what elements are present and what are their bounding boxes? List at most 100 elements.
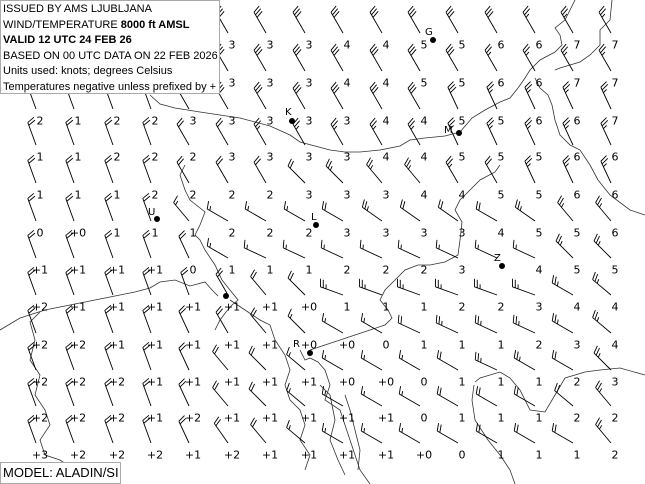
temperature-label: 3 <box>266 38 274 52</box>
temperature-label: 1 <box>535 448 543 462</box>
temperature-label: 4 <box>343 76 351 90</box>
wind-barb <box>27 341 37 371</box>
temperature-label: +1 <box>338 448 356 462</box>
temperature-label: +1 <box>300 375 318 389</box>
city-dot <box>223 293 229 299</box>
wind-barb <box>513 423 536 444</box>
temperature-label: 3 <box>228 114 236 128</box>
wind-barb <box>361 199 383 222</box>
city-label-r: R <box>293 339 300 350</box>
wind-barb <box>598 43 612 72</box>
wind-barb <box>512 239 536 259</box>
temperature-label: +1 <box>223 338 241 352</box>
temperature-label: +1 <box>223 375 241 389</box>
wind-barb <box>212 380 229 407</box>
italy-coast <box>0 279 219 331</box>
wind-barb <box>436 423 459 444</box>
wind-barb <box>215 305 229 334</box>
wind-barb <box>474 239 498 259</box>
wind-barb <box>180 266 190 296</box>
temperature-label: 7 <box>611 114 619 128</box>
temperature-label: 1 <box>497 448 505 462</box>
temperature-label: 1 <box>343 300 351 314</box>
wind-barb <box>27 116 37 146</box>
temperature-label: +1 <box>31 263 49 277</box>
wind-barb <box>557 195 574 222</box>
wind-barb <box>104 229 114 259</box>
hungary-border <box>534 77 645 216</box>
temperature-label: +0 <box>338 375 356 389</box>
wind-barb <box>513 350 536 371</box>
temperature-label: 3 <box>266 76 274 90</box>
wind-barb <box>554 382 574 407</box>
wind-barb <box>104 192 114 222</box>
temperature-label: 0 <box>420 411 428 425</box>
temperature-label: 1 <box>74 150 82 164</box>
temperature-label: +1 <box>377 448 395 462</box>
wind-barb <box>358 278 383 296</box>
temperature-label: +2 <box>223 448 241 462</box>
wind-barb <box>104 377 114 407</box>
wind-barb <box>484 43 498 72</box>
wind-barb <box>178 415 190 444</box>
temperature-label: 2 <box>458 300 466 314</box>
temperature-label: 5 <box>458 150 466 164</box>
temperature-label: +1 <box>338 411 356 425</box>
wind-barb <box>282 239 306 259</box>
city-label-k: K <box>285 107 292 118</box>
temperature-label: 6 <box>497 76 505 90</box>
wind-barb <box>486 81 498 110</box>
wind-barb <box>369 81 383 110</box>
wind-barb <box>330 81 344 110</box>
wind-barb <box>524 155 536 184</box>
wind-barb <box>551 275 574 296</box>
temperature-note: Temperatures negative unless prefixed by… <box>3 80 217 93</box>
wind-barb <box>178 378 190 407</box>
temperature-label: 5 <box>458 114 466 128</box>
island-1 <box>319 384 346 476</box>
wind-barb <box>27 414 37 444</box>
temperature-label: 4 <box>573 300 581 314</box>
temperature-label: 4 <box>535 263 543 277</box>
temperature-label: +2 <box>108 448 126 462</box>
temperature-label: +1 <box>261 448 279 462</box>
city-dot <box>154 216 160 222</box>
temperature-label: 1 <box>151 226 159 240</box>
wind-barb <box>595 380 612 407</box>
based-on: BASED ON 00 UTC DATA ON 22 FEB 2026 <box>3 49 218 62</box>
city-label-z: Z <box>494 253 501 264</box>
temperature-label: +1 <box>184 448 202 462</box>
temperature-label: 1 <box>458 411 466 425</box>
wind-barb <box>253 43 267 72</box>
wind-barb <box>253 5 267 34</box>
temperature-label: 3 <box>343 114 351 128</box>
temperature-label: +2 <box>31 338 49 352</box>
croatia-coast <box>299 349 371 484</box>
wind-barb <box>65 116 75 146</box>
wind-barb <box>484 5 498 34</box>
wind-barb <box>65 229 75 259</box>
temperature-label: 6 <box>497 38 505 52</box>
temperature-label: 4 <box>458 188 466 202</box>
temperature-label: 0 <box>458 448 466 462</box>
temperature-label: +2 <box>69 338 87 352</box>
temperature-label: 0 <box>420 375 428 389</box>
city-dot <box>289 118 295 124</box>
wind-barb <box>360 423 383 444</box>
wind-barb <box>286 382 306 407</box>
wind-barb <box>524 81 536 110</box>
temperature-label: 1 <box>497 411 505 425</box>
wind-barb <box>592 271 612 296</box>
temperature-label: +2 <box>146 448 164 462</box>
temperature-label: +1 <box>69 300 87 314</box>
wind-barb <box>292 43 306 72</box>
temperature-label: 4 <box>611 300 619 314</box>
city-dot <box>307 350 313 356</box>
temperature-label: 1 <box>305 263 313 277</box>
temperature-label: +0 <box>300 338 318 352</box>
units: Units used: knots; degrees Celsius <box>3 65 173 77</box>
wind-barb <box>360 313 383 334</box>
temperature-label: 5 <box>458 38 466 52</box>
